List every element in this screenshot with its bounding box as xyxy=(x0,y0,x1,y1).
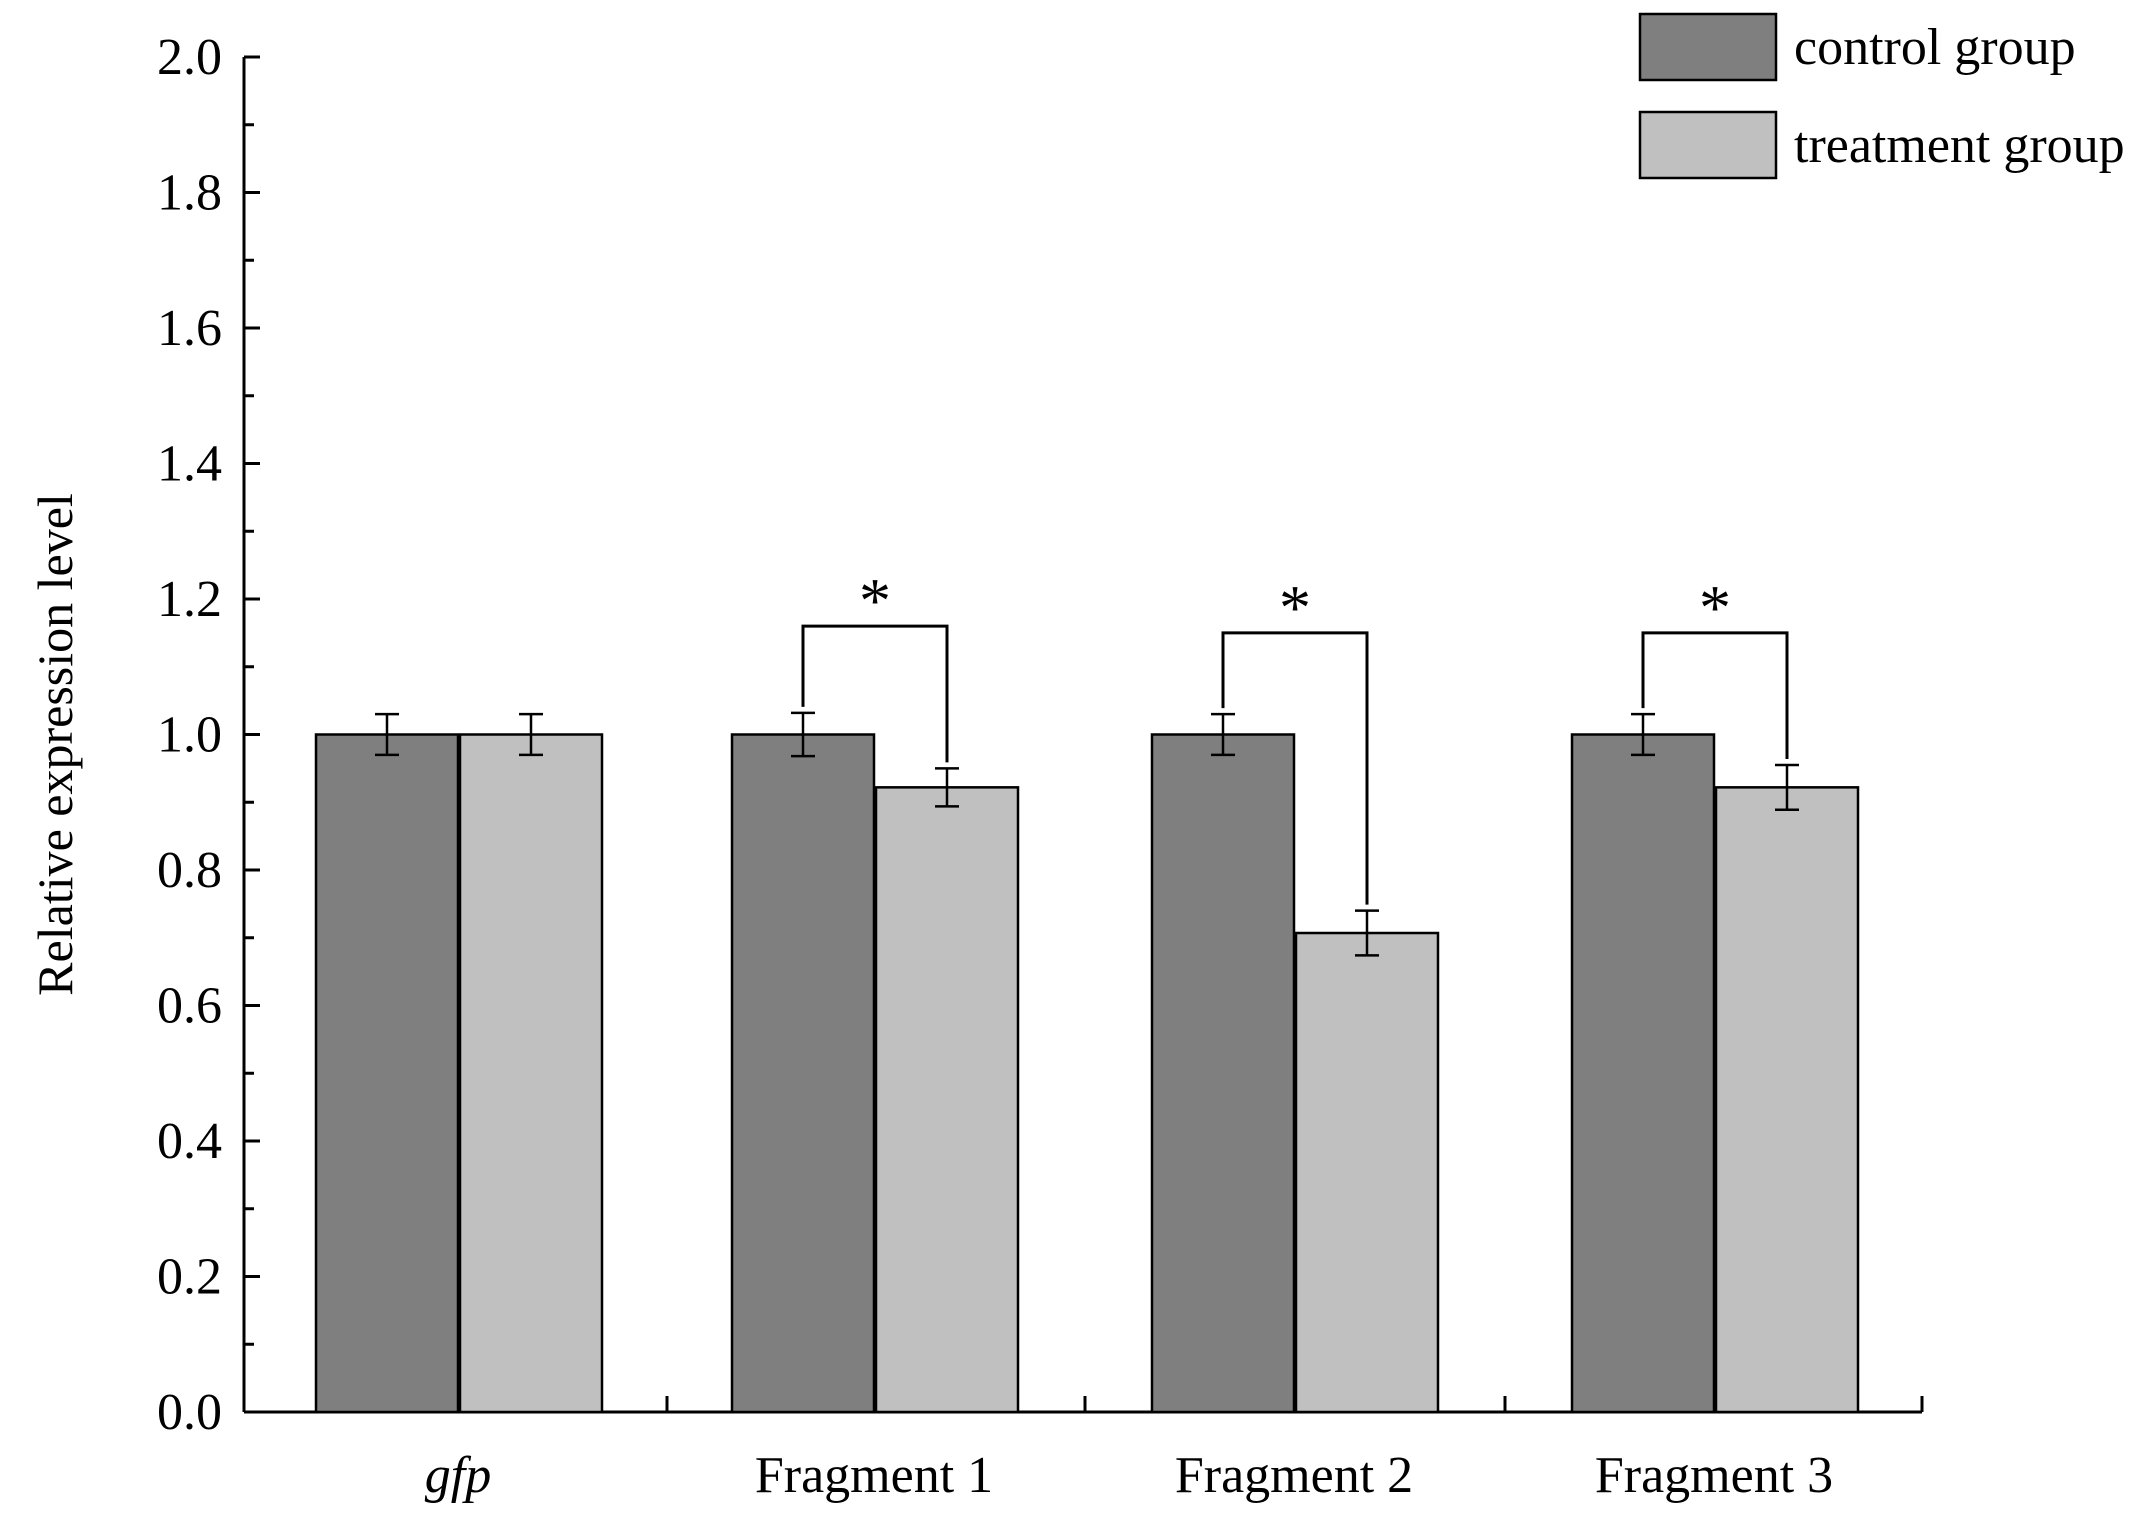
significance-bracket xyxy=(1221,631,1369,905)
y-tick-label: 1.0 xyxy=(157,707,222,764)
legend-label-control: control group xyxy=(1794,19,2076,76)
legend: control group treatment group xyxy=(1638,12,2125,180)
error-bars-group xyxy=(375,711,1799,957)
bars-group xyxy=(314,733,1860,1414)
bar-treatment xyxy=(1714,786,1860,1414)
x-category-label: Fragment 2 xyxy=(1175,1447,1413,1504)
legend-swatch-treatment xyxy=(1638,110,1778,180)
bar-control xyxy=(1570,733,1716,1414)
bar-control xyxy=(730,733,876,1414)
bar-treatment xyxy=(1294,931,1440,1414)
significance-star: * xyxy=(1699,572,1731,643)
legend-label-treatment: treatment group xyxy=(1794,117,2125,174)
y-tick-label: 1.8 xyxy=(157,165,222,222)
x-category-label: Fragment 1 xyxy=(755,1447,993,1504)
bar-control xyxy=(1150,733,1296,1414)
bar-treatment xyxy=(874,786,1020,1414)
y-tick-label: 0.8 xyxy=(157,842,222,899)
bar-treatment xyxy=(458,733,604,1414)
y-tick-label: 2.0 xyxy=(157,29,222,86)
y-tick-label: 0.4 xyxy=(157,1113,222,1170)
legend-swatch-control xyxy=(1638,12,1778,82)
labels-group: 0.0 0.2 0.4 0.6 0.8 1.0 1.2 1.4 1.6 1.8 2.0 gfp Frag… xyxy=(27,29,1833,1504)
x-category-label: Fragment 3 xyxy=(1595,1447,1833,1504)
y-tick-label: 1.2 xyxy=(157,571,222,628)
significance-bracket xyxy=(801,624,949,763)
significance-star: * xyxy=(859,565,891,636)
y-tick-label: 0.2 xyxy=(157,1249,222,1306)
y-tick-label: 1.4 xyxy=(157,436,222,493)
y-tick-label: 0.0 xyxy=(157,1384,222,1441)
significance-bracket xyxy=(1641,631,1789,759)
significance-star: * xyxy=(1279,572,1311,643)
x-category-label: gfp xyxy=(425,1447,491,1504)
bar-control xyxy=(314,733,460,1414)
y-tick-label: 0.6 xyxy=(157,978,222,1035)
significance-group: * * * xyxy=(801,565,1789,905)
y-axis-title: Relative expression level xyxy=(27,493,83,996)
y-tick-label: 1.6 xyxy=(157,300,222,357)
